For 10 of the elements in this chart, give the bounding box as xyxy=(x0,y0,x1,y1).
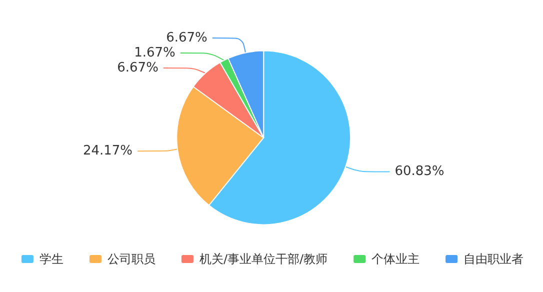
data-label: 6.67% xyxy=(117,60,158,76)
legend-label: 自由职业者 xyxy=(464,252,524,266)
legend-label: 个体业主 xyxy=(372,252,420,266)
data-label: 6.67% xyxy=(166,30,208,46)
data-label: 60.83% xyxy=(394,164,444,180)
legend-label: 机关/事业单位干部/教师 xyxy=(199,252,328,266)
data-label: 1.67% xyxy=(134,46,176,61)
data-label: 24.17% xyxy=(82,144,133,159)
legend-label: 公司职员 xyxy=(107,252,156,266)
legend-label: 学生 xyxy=(39,252,64,266)
